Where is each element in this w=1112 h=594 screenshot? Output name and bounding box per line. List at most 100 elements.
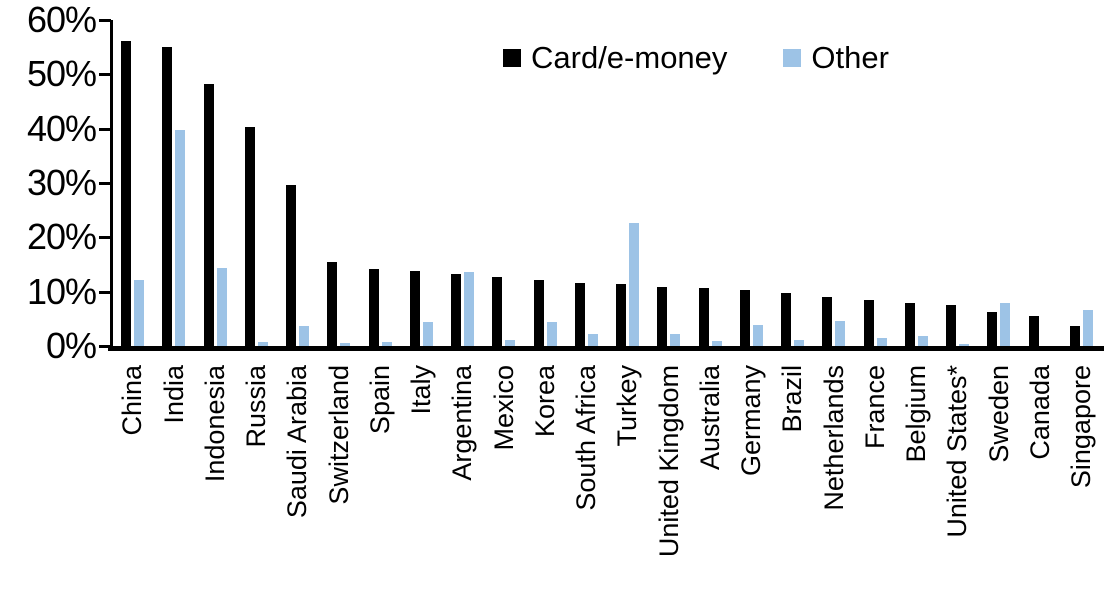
x-axis-line [108,346,1104,351]
bar-group-mexico [483,20,524,346]
x-label-cell-russia: Russia [236,365,277,557]
bar-card-e-money-netherlands [822,297,833,346]
bar-group-singapore [1061,20,1102,346]
legend-item-card: Card/e-money [503,41,727,75]
y-axis-line [110,20,113,349]
bar-group-china [112,20,153,346]
bar-other-netherlands [835,320,846,346]
x-label-cell-united-states: United States* [937,365,978,557]
bar-other-russia [257,341,268,346]
bar-other-united-kingdom [670,334,681,346]
bar-other-argentina [464,271,475,346]
y-axis-tick-label-50: 50% [26,53,97,95]
x-label-united-kingdom: United Kingdom [653,365,684,558]
bar-card-e-money-brazil [781,292,792,346]
bar-card-e-money-united-kingdom [657,286,668,346]
x-label-cell-belgium: Belgium [896,365,937,557]
bar-card-e-money-korea [533,280,544,346]
bar-group-canada [1020,20,1061,346]
x-label-cell-china: China [112,365,153,557]
x-label-sweden: Sweden [983,365,1014,463]
x-label-russia: Russia [241,365,272,448]
bar-card-e-money-russia [244,126,255,346]
x-label-cell-turkey: Turkey [607,365,648,557]
x-label-cell-singapore: Singapore [1061,365,1102,557]
bar-card-e-money-united-states [946,304,957,346]
legend-item-other: Other [783,41,889,75]
bar-other-germany [752,325,763,346]
bar-group-turkey [607,20,648,346]
legend-label-card: Card/e-money [531,40,728,75]
bar-card-e-money-china [121,40,132,346]
bar-other-singapore [1082,310,1093,346]
y-axis-tick-40 [99,127,111,131]
bar-other-sweden [1000,302,1011,346]
x-label-cell-sweden: Sweden [978,365,1019,557]
x-label-cell-france: France [855,365,896,557]
bar-group-united-states [937,20,978,346]
bar-card-e-money-belgium [904,303,915,346]
x-label-cell-switzerland: Switzerland [318,365,359,557]
bar-card-e-money-italy [409,270,420,346]
bar-other-indonesia [216,267,227,346]
bar-other-spain [381,341,392,346]
x-label-cell-india: India [153,365,194,557]
bar-group-united-kingdom [648,20,689,346]
bar-other-italy [422,321,433,346]
x-label-south-africa: South Africa [571,365,602,511]
x-label-netherlands: Netherlands [818,365,849,511]
y-axis-tick-label-0: 0% [45,325,97,366]
x-label-cell-spain: Spain [360,365,401,557]
bar-group-russia [236,20,277,346]
y-axis-tick-10 [99,290,111,294]
x-label-cell-united-kingdom: United Kingdom [648,365,689,557]
bar-other-south-africa [587,334,598,346]
x-label-cell-south-africa: South Africa [566,365,607,557]
bar-group-saudi-arabia [277,20,318,346]
x-label-india: India [158,365,189,424]
x-label-china: China [117,365,148,436]
bar-other-united-states [959,344,970,346]
x-label-cell-argentina: Argentina [442,365,483,557]
x-label-cell-germany: Germany [731,365,772,557]
bar-group-argentina [442,20,483,346]
bar-other-saudi-arabia [299,325,310,346]
legend-swatch-other [783,49,802,67]
bar-group-australia [690,20,731,346]
bar-card-e-money-sweden [987,311,998,346]
y-axis-tick-50 [99,73,111,77]
x-label-cell-netherlands: Netherlands [813,365,854,557]
bar-card-e-money-saudi-arabia [286,184,297,346]
x-label-argentina: Argentina [447,365,478,481]
x-label-australia: Australia [694,365,725,471]
x-label-cell-brazil: Brazil [772,365,813,557]
y-axis-tick-label-40: 40% [26,107,97,149]
bar-group-indonesia [195,20,236,346]
x-label-cell-australia: Australia [690,365,731,557]
bar-group-germany [731,20,772,346]
x-label-cell-saudi-arabia: Saudi Arabia [277,365,318,557]
x-label-united-states: United States* [942,365,973,538]
bar-group-india [153,20,194,346]
bar-group-south-africa [566,20,607,346]
bar-group-sweden [978,20,1019,346]
legend-swatch-card [503,49,521,67]
x-axis-labels: China India Indonesia Russia Saudi Arabia Swi… [112,365,1102,557]
bar-other-mexico [505,339,516,346]
bar-card-e-money-mexico [492,277,503,346]
x-label-cell-canada: Canada [1020,365,1061,557]
y-axis-tick-0 [99,345,111,348]
bar-other-switzerland [340,342,351,346]
bar-card-e-money-france [863,299,874,346]
bar-other-china [134,280,145,346]
y-axis-tick-label-60: 60% [26,0,97,40]
x-label-singapore: Singapore [1066,365,1097,489]
x-label-brazil: Brazil [777,365,808,433]
bar-card-e-money-indonesia [203,84,214,346]
x-label-indonesia: Indonesia [199,365,230,483]
x-label-saudi-arabia: Saudi Arabia [282,365,313,519]
y-axis-tick-20 [99,236,111,240]
bar-card-e-money-south-africa [574,283,585,346]
x-label-cell-mexico: Mexico [483,365,524,557]
